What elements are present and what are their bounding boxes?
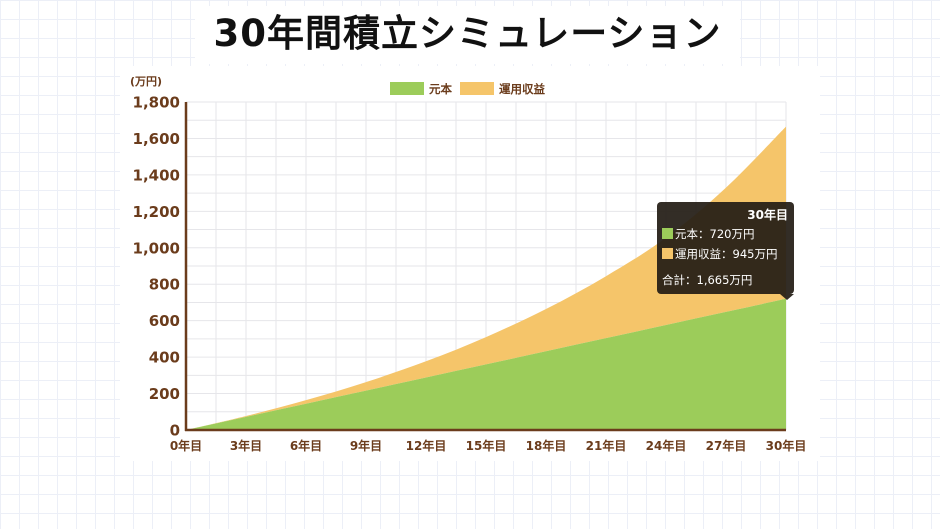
x-tick-labels: 0年目 3年目 6年目 9年目 12年目 15年目 18年目 21年目 24年目 27年目 30年目 (170, 438, 807, 453)
tooltip-total: 合計：1,665万円 (662, 273, 752, 287)
x-tick-label: 6年目 (290, 438, 322, 453)
tooltip-swatch (662, 228, 673, 239)
legend-swatch (390, 82, 424, 95)
title-background (195, 6, 740, 64)
x-tick-label: 24年目 (646, 438, 687, 453)
tooltip-box (657, 202, 794, 294)
tooltip-swatch (662, 248, 673, 259)
legend-label: 元本 (429, 82, 452, 96)
legend-swatch (460, 82, 494, 95)
x-tick-label: 15年目 (466, 438, 507, 453)
y-tick-label: 600 (149, 312, 180, 330)
legend: 元本 運用収益 (390, 82, 545, 96)
legend-label: 運用収益 (499, 82, 545, 96)
tooltip-title: 30年目 (747, 207, 788, 222)
tooltip-line: 運用収益：945万円 (675, 247, 777, 261)
axes (184, 102, 786, 432)
y-tick-label: 1,800 (133, 94, 180, 112)
y-tick-label: 1,400 (133, 166, 180, 184)
x-tick-label: 21年目 (586, 438, 627, 453)
page-title: 30年間積立シミュレーション (213, 12, 722, 55)
y-tick-label: 800 (149, 276, 180, 294)
y-axis-unit-label: (万円) (130, 75, 162, 88)
tooltip-pointer (780, 294, 794, 300)
x-tick-label: 18年目 (526, 438, 567, 453)
x-tick-label: 27年目 (706, 438, 747, 453)
y-tick-label: 400 (149, 349, 180, 367)
x-tick-label: 3年目 (230, 438, 262, 453)
x-tick-label: 30年目 (766, 438, 807, 453)
x-tick-label: 0年目 (170, 438, 202, 453)
y-tick-label: 1,600 (133, 130, 180, 148)
y-tick-label: 1,000 (133, 239, 180, 257)
y-tick-labels: 0 200 400 600 800 1,000 1,200 1,400 1,600 1,800 (133, 94, 180, 440)
y-tick-label: 1,200 (133, 203, 180, 221)
x-tick-label: 9年目 (350, 438, 382, 453)
y-tick-label: 200 (149, 385, 180, 403)
y-tick-label: 0 (170, 422, 180, 440)
x-tick-label: 12年目 (406, 438, 447, 453)
tooltip-line: 元本：720万円 (675, 227, 754, 241)
